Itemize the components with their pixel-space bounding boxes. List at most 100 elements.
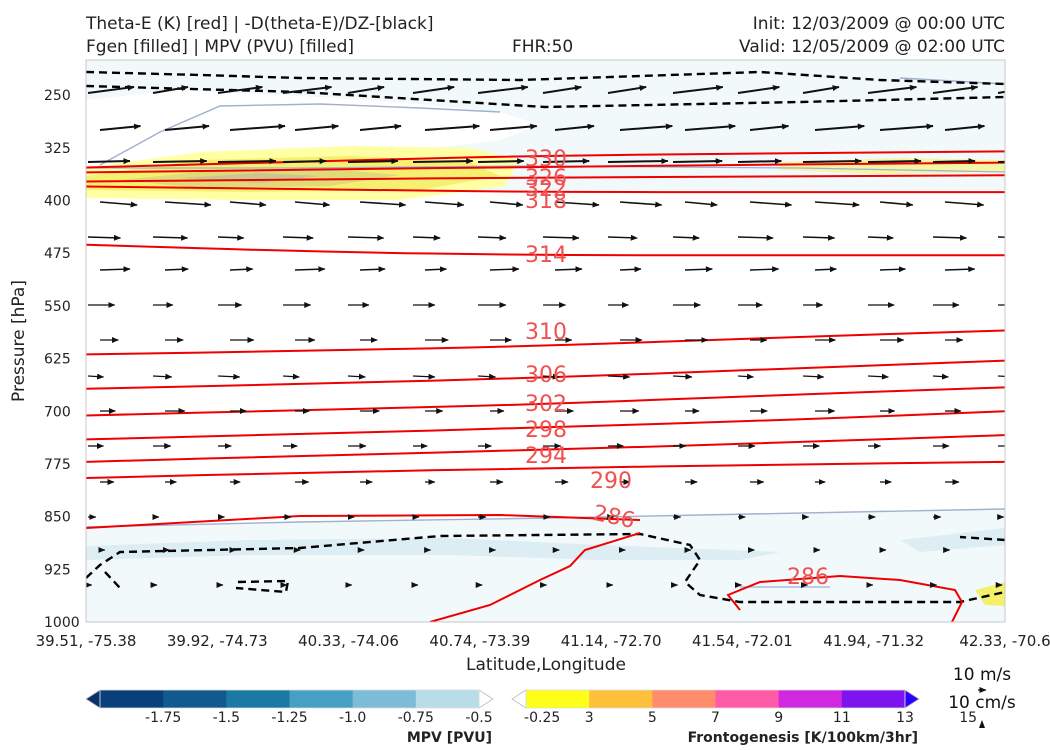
wind-arrow [607, 85, 647, 94]
x-axis-label: Latitude,Longitude [466, 655, 626, 675]
colorbar-tick-label: -0.25 [524, 710, 560, 726]
colorbar-tick-label: 5 [648, 710, 657, 726]
wind-arrow [867, 158, 922, 165]
wind-arrow [997, 236, 1005, 238]
wind-arrow [477, 158, 525, 165]
wind-arrow [217, 373, 241, 380]
contour-label: 286 [787, 565, 829, 590]
y-tick-label: 325 [44, 141, 71, 157]
colorbar-swatch [715, 690, 780, 708]
wind-arrow [542, 373, 560, 380]
wind-arrow [152, 85, 189, 94]
wind-arrow [412, 158, 474, 165]
wind-arrow [607, 234, 638, 241]
contour-label: 314 [525, 243, 567, 268]
wind-arrow [217, 234, 245, 241]
wind-arrow [217, 84, 263, 94]
contour-labels: 314 310 306 302 298 294 290 330 326 322 … [525, 147, 829, 590]
wind-arrow [684, 201, 718, 208]
forecast-hour: FHR:50 [512, 37, 574, 57]
colorbar-tick-label: 11 [833, 710, 851, 726]
y-tick-label: 550 [44, 299, 71, 315]
x-tick-label: 41.54, -72.01 [692, 632, 793, 650]
colorbar-swatch [589, 690, 653, 708]
contour-label: 306 [525, 363, 567, 388]
wind-arrow [164, 266, 189, 273]
wind-arrow [932, 234, 968, 241]
wind-arrow [87, 158, 131, 165]
y-tick-label: 475 [44, 246, 71, 262]
wind-arrow [619, 123, 673, 131]
colorbar-outline [525, 689, 906, 709]
colorbar-extend-left [511, 689, 527, 709]
wind-arrow [607, 158, 669, 165]
wind-arrow [672, 234, 700, 241]
wind-arrow [294, 201, 331, 208]
x-tick-label: 39.51, -75.38 [36, 632, 137, 650]
wind-arrow [867, 373, 889, 380]
y-tick-label: 850 [44, 510, 71, 526]
wind-arrow [802, 234, 836, 241]
colorbar-extend-right [478, 689, 494, 709]
wind-arrow [802, 158, 862, 165]
wind-arrow [152, 158, 208, 165]
wind-arrow [424, 201, 465, 208]
wind-arrow [87, 373, 105, 380]
y-tick-label: 775 [44, 457, 71, 473]
wind-arrow [607, 373, 631, 380]
wind-arrow [542, 158, 590, 165]
wind-arrow [87, 234, 121, 241]
theta-e-302 [86, 386, 1005, 417]
wind-arrow [489, 123, 538, 131]
contour-label: 298 [525, 418, 567, 443]
theta-e-318 [86, 185, 1005, 194]
theta-e-294 [86, 434, 1005, 463]
wind-arrow [359, 201, 407, 208]
wind-scale-horizontal: 10 m/s [953, 665, 1011, 685]
wind-arrow [412, 234, 441, 241]
wind-arrow [684, 266, 713, 273]
theta-e-contours [86, 150, 1005, 479]
contour-label: 318 [525, 189, 567, 214]
colorbar-swatch [526, 690, 590, 708]
colorbar-swatch [352, 690, 417, 708]
wind-arrow [944, 201, 985, 208]
wind-arrow [477, 373, 497, 380]
wind-arrow [542, 234, 580, 241]
x-tick-label: 41.14, -72.70 [561, 632, 662, 650]
frontogenesis-colorbar-title: Frontogenesis [K/100km/3hr] [688, 730, 918, 746]
wind-arrow [737, 158, 782, 165]
wind-arrow [944, 123, 985, 131]
colorbar-tick-label: -0.5 [465, 710, 492, 726]
valid-time: Valid: 12/05/2009 @ 02:00 UTC [739, 37, 1005, 57]
wind-scale-vertical-arrow [979, 720, 985, 728]
x-tick-label: 40.33, -74.06 [298, 632, 399, 650]
wind-arrow [997, 160, 1005, 163]
colorbar-swatch [163, 690, 227, 708]
wind-arrow [99, 266, 131, 273]
x-tick-label: 42.33, -70.6 [959, 632, 1050, 650]
colorbar-tick-label: -1.5 [213, 710, 240, 726]
y-tick-label: 250 [44, 88, 71, 104]
filled-fields [86, 60, 1005, 622]
wind-arrow [282, 158, 327, 165]
wind-arrow [879, 201, 914, 208]
wind-arrow [152, 373, 173, 380]
contour-label: 310 [525, 320, 567, 345]
y-tick-label: 1000 [44, 615, 80, 631]
contour-label: 294 [525, 444, 567, 469]
colorbar-tick-label: -1.75 [145, 710, 181, 726]
wind-arrow [814, 123, 865, 131]
wind-arrow [412, 373, 436, 380]
y-tick-label: 625 [44, 352, 71, 368]
colorbar-tick-label: 15 [959, 710, 977, 726]
wind-arrow [737, 373, 755, 380]
wind-arrow [164, 201, 212, 208]
wind-arrow [294, 266, 326, 273]
wind-vectors [86, 84, 1005, 588]
colorbar-outline [99, 689, 480, 709]
colorbar-swatch [652, 690, 716, 708]
y-tick-label: 700 [44, 404, 71, 420]
wind-arrow [802, 373, 825, 380]
